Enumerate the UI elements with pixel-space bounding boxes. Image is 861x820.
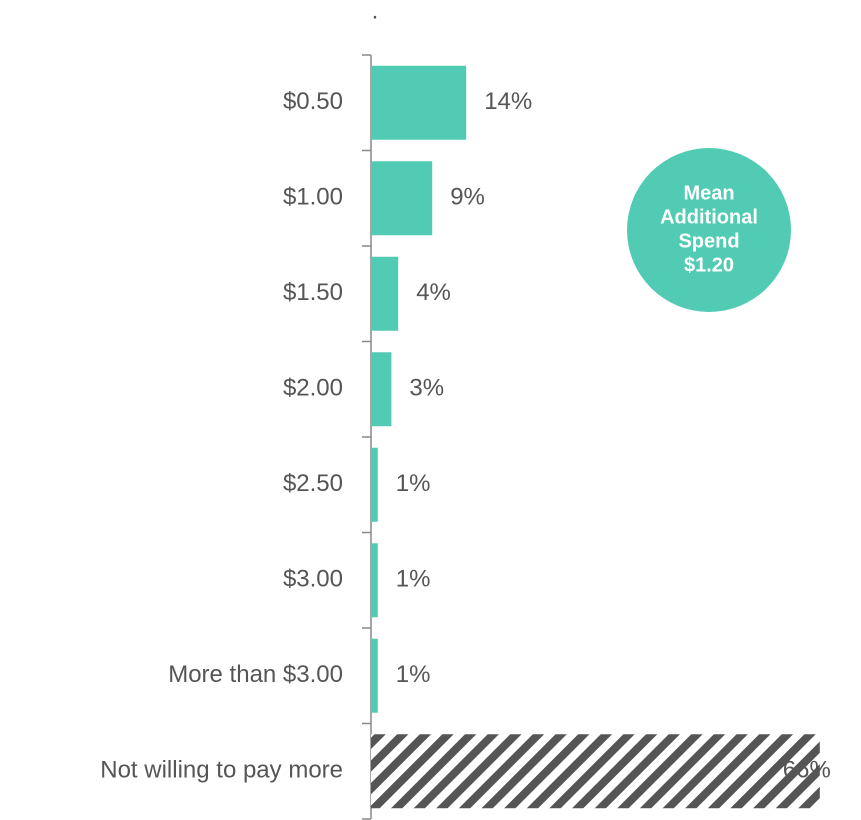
bar: [371, 638, 378, 713]
category-label: $1.50: [283, 279, 343, 306]
annotation-badge: [627, 148, 791, 312]
annotation-text: Mean: [683, 182, 734, 204]
value-label: 3%: [409, 375, 444, 402]
category-label: $1.00: [283, 184, 343, 211]
category-label: $2.00: [283, 375, 343, 402]
category-label: $0.50: [283, 88, 343, 115]
value-label: 1%: [396, 566, 431, 593]
bar: [371, 447, 378, 522]
value-label: 9%: [450, 184, 485, 211]
value-label: 1%: [396, 661, 431, 688]
chart-title: .: [372, 0, 379, 24]
category-label: More than $3.00: [168, 661, 343, 688]
bar: [371, 543, 378, 618]
bar: [371, 352, 392, 427]
bar: [371, 734, 820, 809]
annotation-text: $1.20: [684, 254, 734, 276]
bar: [371, 161, 433, 236]
category-label: $2.50: [283, 470, 343, 497]
bar: [371, 256, 399, 331]
value-label: 4%: [416, 279, 451, 306]
annotation-text: Spend: [678, 230, 739, 252]
value-label: 14%: [484, 88, 532, 115]
value-label: 1%: [396, 470, 431, 497]
bar: [371, 65, 467, 140]
category-label: $3.00: [283, 566, 343, 593]
value-label: 66%: [783, 757, 831, 784]
annotation-text: Additional: [660, 206, 758, 228]
category-label: Not willing to pay more: [100, 757, 343, 784]
